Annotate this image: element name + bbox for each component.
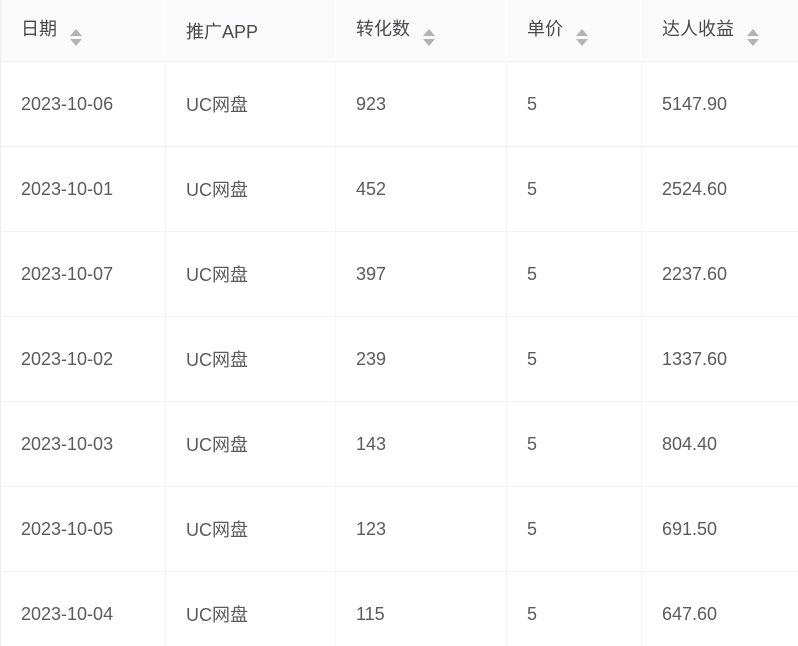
cell-app: UC网盘 xyxy=(166,572,336,646)
cell-conversions: 115 xyxy=(336,572,507,646)
cell-date: 2023-10-06 xyxy=(1,62,166,147)
cell-app: UC网盘 xyxy=(166,62,336,147)
cell-date: 2023-10-05 xyxy=(1,487,166,572)
cell-earnings: 2524.60 xyxy=(642,147,798,232)
caret-down-icon xyxy=(423,39,435,46)
table-row: 2023-10-06 UC网盘 923 5 5147.90 xyxy=(1,62,798,147)
table-row: 2023-10-04 UC网盘 115 5 647.60 xyxy=(1,572,798,646)
cell-earnings: 647.60 xyxy=(642,572,798,646)
column-header-date[interactable]: 日期 xyxy=(1,0,166,62)
cell-date: 2023-10-07 xyxy=(1,232,166,317)
sort-icon xyxy=(576,29,588,46)
cell-unit-price: 5 xyxy=(507,147,642,232)
caret-down-icon xyxy=(576,39,588,46)
cell-earnings: 5147.90 xyxy=(642,62,798,147)
column-header-conversions[interactable]: 转化数 xyxy=(336,0,507,62)
caret-down-icon xyxy=(70,39,82,46)
sort-icon xyxy=(747,29,759,46)
column-header-label: 单价 xyxy=(527,19,563,39)
cell-earnings: 804.40 xyxy=(642,402,798,487)
cell-unit-price: 5 xyxy=(507,402,642,487)
caret-down-icon xyxy=(747,39,759,46)
column-header-label: 推广APP xyxy=(186,21,259,42)
column-header-label: 日期 xyxy=(21,19,57,39)
cell-app: UC网盘 xyxy=(166,232,336,317)
header-row: 日期 推广APP 转化数 单价 达人收益 xyxy=(1,0,798,62)
cell-conversions: 923 xyxy=(336,62,507,147)
caret-up-icon xyxy=(747,29,759,36)
cell-date: 2023-10-01 xyxy=(1,147,166,232)
table-row: 2023-10-03 UC网盘 143 5 804.40 xyxy=(1,402,798,487)
cell-conversions: 239 xyxy=(336,317,507,402)
table-row: 2023-10-01 UC网盘 452 5 2524.60 xyxy=(1,147,798,232)
cell-app: UC网盘 xyxy=(166,317,336,402)
table-row: 2023-10-02 UC网盘 239 5 1337.60 xyxy=(1,317,798,402)
column-header-unit-price[interactable]: 单价 xyxy=(507,0,642,62)
caret-up-icon xyxy=(70,29,82,36)
caret-up-icon xyxy=(423,29,435,36)
cell-date: 2023-10-04 xyxy=(1,572,166,646)
column-header-label: 达人收益 xyxy=(662,19,734,39)
cell-unit-price: 5 xyxy=(507,487,642,572)
cell-conversions: 397 xyxy=(336,232,507,317)
cell-unit-price: 5 xyxy=(507,62,642,147)
cell-earnings: 2237.60 xyxy=(642,232,798,317)
table-row: 2023-10-07 UC网盘 397 5 2237.60 xyxy=(1,232,798,317)
cell-earnings: 1337.60 xyxy=(642,317,798,402)
cell-app: UC网盘 xyxy=(166,487,336,572)
cell-app: UC网盘 xyxy=(166,402,336,487)
cell-date: 2023-10-03 xyxy=(1,402,166,487)
cell-earnings: 691.50 xyxy=(642,487,798,572)
table-row: 2023-10-05 UC网盘 123 5 691.50 xyxy=(1,487,798,572)
column-header-label: 转化数 xyxy=(356,19,410,39)
table-header: 日期 推广APP 转化数 单价 达人收益 xyxy=(1,0,798,62)
sort-icon xyxy=(423,29,435,46)
column-header-earnings[interactable]: 达人收益 xyxy=(642,0,798,62)
cell-conversions: 143 xyxy=(336,402,507,487)
column-header-app: 推广APP xyxy=(166,0,336,62)
cell-conversions: 452 xyxy=(336,147,507,232)
cell-date: 2023-10-02 xyxy=(1,317,166,402)
caret-up-icon xyxy=(576,29,588,36)
cell-conversions: 123 xyxy=(336,487,507,572)
sort-icon xyxy=(70,29,82,46)
table-body: 2023-10-06 UC网盘 923 5 5147.90 2023-10-01… xyxy=(1,62,798,646)
cell-app: UC网盘 xyxy=(166,147,336,232)
cell-unit-price: 5 xyxy=(507,572,642,646)
cell-unit-price: 5 xyxy=(507,317,642,402)
cell-unit-price: 5 xyxy=(507,232,642,317)
